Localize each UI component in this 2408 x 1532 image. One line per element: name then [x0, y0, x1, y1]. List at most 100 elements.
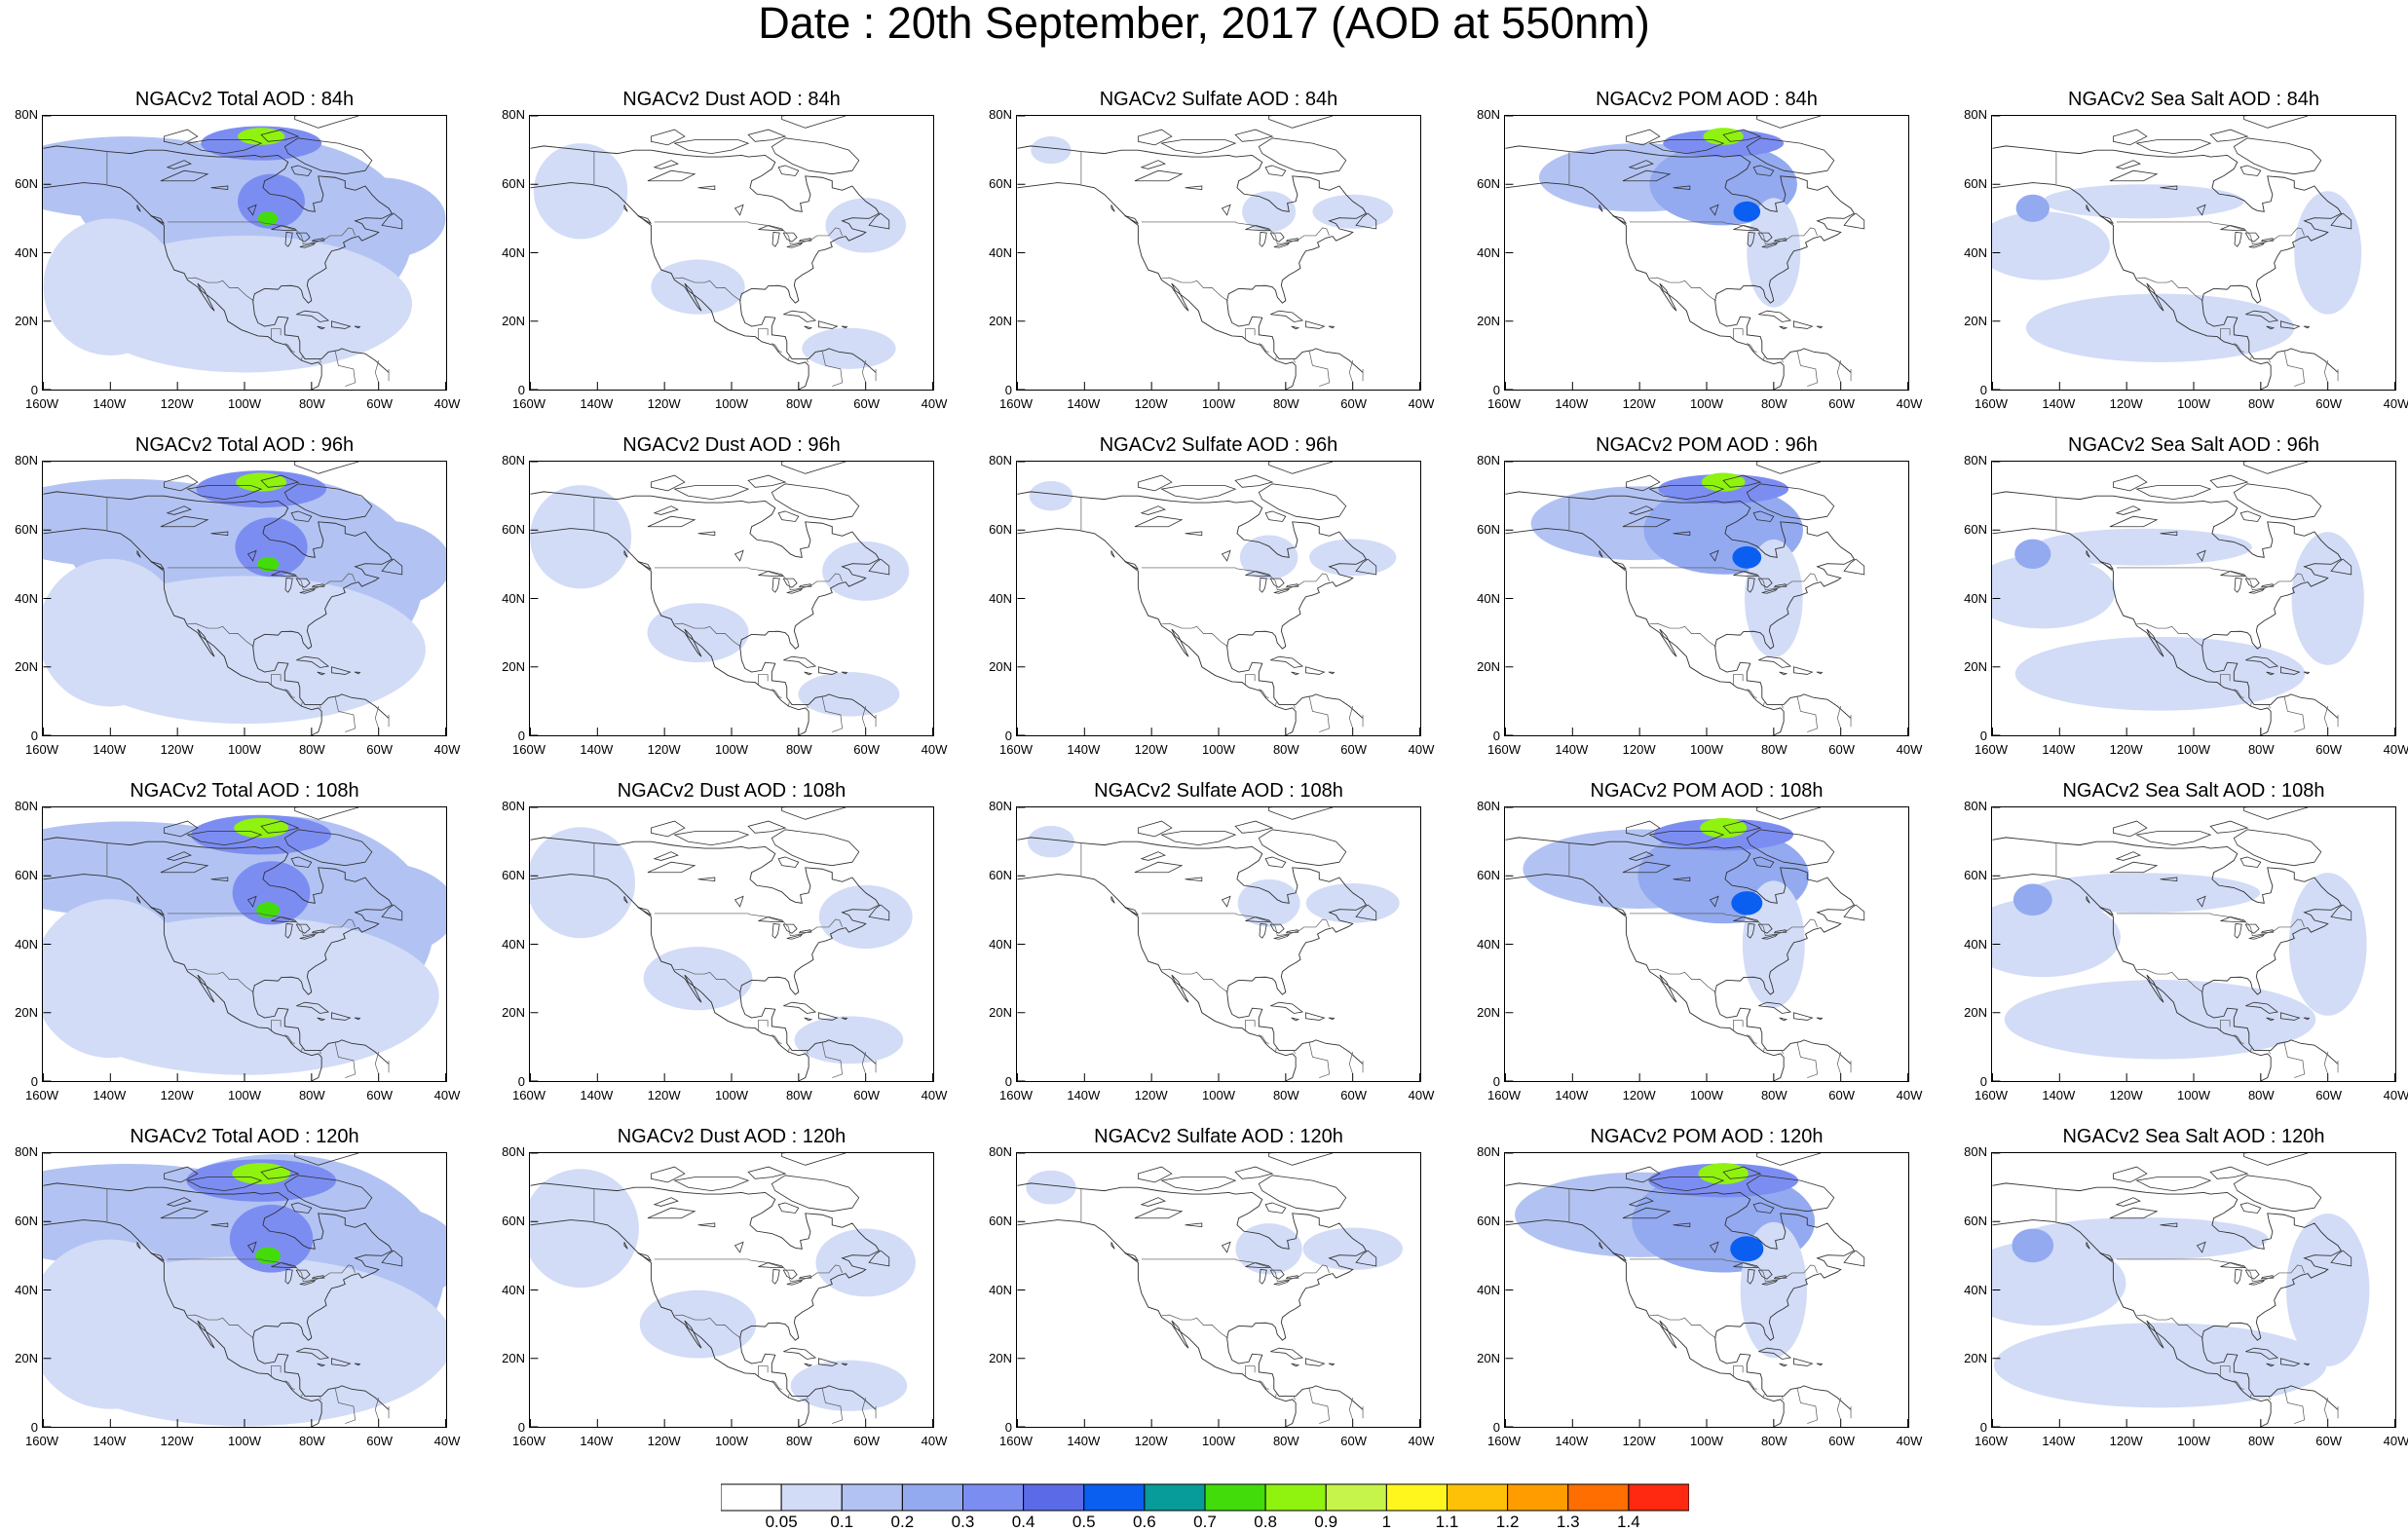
lat-tick-label: 20N — [989, 1005, 1012, 1021]
coastline — [1992, 182, 2272, 390]
colorbar-swatch — [1023, 1483, 1085, 1512]
coastline — [1779, 1017, 1788, 1022]
coastline — [1756, 116, 1822, 129]
coastline — [1269, 1269, 1285, 1280]
country-border — [1275, 1048, 1277, 1053]
lat-tick-label: 60N — [1964, 867, 1987, 882]
lat-tick-label: 80N — [15, 107, 38, 122]
coastline — [1612, 215, 1627, 224]
aod-field — [530, 827, 635, 939]
country-border — [1245, 674, 1256, 687]
country-border — [821, 1041, 843, 1078]
coastline — [747, 474, 787, 488]
aod-map-panel — [1504, 115, 1909, 391]
lat-tick-label: 80N — [1964, 1144, 1987, 1159]
map-canvas — [43, 807, 446, 1081]
country-border — [1629, 1258, 1818, 1283]
lon-tick-label: 60W — [2315, 396, 2343, 411]
coastline — [1992, 528, 2272, 735]
coastline — [2245, 655, 2279, 668]
coastline — [1264, 856, 1287, 868]
coastline — [317, 1363, 326, 1367]
coastline — [1264, 1202, 1287, 1214]
coastline — [381, 904, 403, 921]
lat-tick-label: 80N — [15, 453, 38, 467]
lat-tick-label: 0 — [1492, 1074, 1500, 1089]
country-border — [807, 1397, 809, 1401]
country-border — [1294, 359, 1296, 363]
country-border — [2323, 360, 2329, 384]
coastline — [781, 116, 847, 129]
coastline — [331, 320, 352, 329]
coastline — [43, 837, 394, 1065]
coastline — [295, 578, 311, 588]
coastline — [1816, 1363, 1824, 1366]
coastline — [2330, 212, 2352, 230]
coastline — [1291, 1363, 1300, 1367]
coastline — [1843, 1250, 1865, 1267]
coastline — [1268, 462, 1334, 474]
coastline — [2209, 129, 2249, 142]
country-border — [2269, 1051, 2271, 1055]
lat-tick-label: 80N — [1477, 107, 1500, 122]
country-border — [2136, 622, 2203, 648]
aod-field — [651, 259, 745, 315]
panel-title: NGACv2 Total AOD : 108h — [130, 780, 359, 802]
coastline — [1273, 587, 1291, 594]
lon-tick-label: 60W — [1828, 742, 1856, 757]
coastline — [781, 462, 847, 474]
coastline — [186, 485, 263, 501]
coastline — [1160, 831, 1237, 846]
colorbar-level-label: 0.1 — [830, 1513, 854, 1531]
lon-tick-label: 120W — [1134, 742, 1168, 757]
aod-field — [2026, 873, 2261, 914]
coastline — [1722, 1166, 1762, 1179]
aod-field — [257, 211, 279, 226]
lat-tick-label: 0 — [1004, 729, 1012, 743]
country-border — [374, 360, 380, 384]
aod-field — [1026, 1170, 1076, 1205]
lat-tick-label: 80N — [502, 1144, 525, 1159]
coastline — [1269, 923, 1285, 934]
coastline — [2234, 1269, 2242, 1285]
coastline — [2220, 224, 2247, 232]
coastline — [43, 182, 322, 390]
map-canvas — [530, 807, 933, 1081]
coastline — [2330, 904, 2352, 921]
lat-tick-label: 20N — [15, 659, 38, 675]
country-border — [2220, 1020, 2231, 1032]
lon-tick-label: 40W — [1408, 742, 1435, 757]
map-canvas — [1992, 116, 2395, 390]
coastline — [697, 1222, 716, 1228]
country-border — [861, 1398, 867, 1421]
lon-tick-label: 160W — [1975, 1088, 2008, 1102]
coastline — [841, 671, 848, 675]
lat-tick-label: 0 — [517, 1074, 525, 1089]
country-border — [334, 1387, 356, 1424]
lat-tick-label: 80N — [989, 107, 1012, 122]
coastline — [653, 160, 679, 169]
lat-tick-label: 40N — [989, 590, 1012, 606]
coastline — [1648, 485, 1725, 501]
lon-tick-label: 100W — [1202, 396, 1235, 411]
coastline — [1505, 182, 1785, 390]
lon-tick-label: 140W — [580, 742, 614, 757]
aod-field — [2291, 532, 2364, 665]
coastline — [1722, 820, 1762, 834]
coastline — [2248, 242, 2266, 248]
coastline — [1273, 933, 1291, 940]
panel-title: NGACv2 Sulfate AOD : 108h — [1094, 780, 1343, 802]
coastline — [2244, 1269, 2260, 1280]
coastline — [2115, 851, 2141, 861]
lon-tick-label: 60W — [1828, 1088, 1856, 1102]
colorbar-swatch — [1204, 1483, 1266, 1512]
coastline — [530, 491, 881, 719]
country-border — [1747, 689, 1757, 698]
coastline — [2266, 1017, 2276, 1022]
coastline — [1291, 671, 1300, 676]
country-border — [1796, 1387, 1818, 1424]
lon-tick-label: 120W — [2109, 1434, 2143, 1448]
aod-map-panel — [1504, 806, 1909, 1082]
coastline — [246, 204, 257, 216]
coastline — [623, 896, 628, 904]
